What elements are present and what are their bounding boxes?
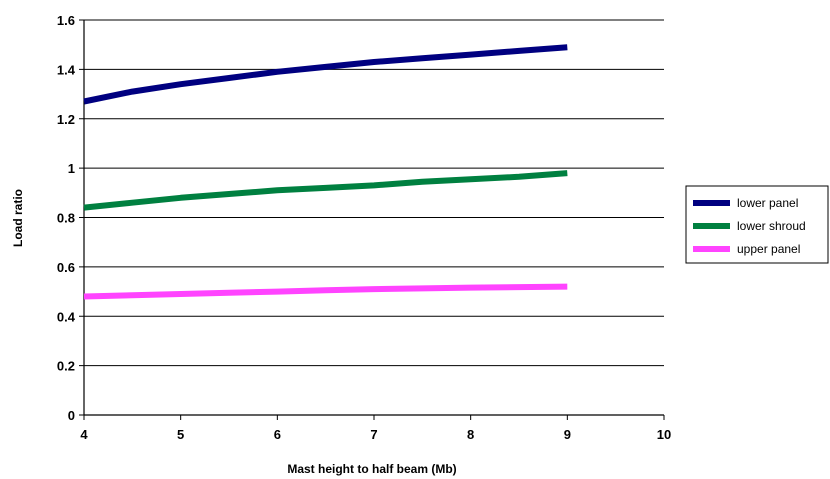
x-tick-label: 10: [657, 427, 671, 442]
x-tick-label: 8: [467, 427, 474, 442]
x-tick-label: 4: [80, 427, 88, 442]
grid-lines: [84, 19, 664, 367]
x-axis-label: Mast height to half beam (Mb): [287, 462, 456, 476]
series-line-lower-panel: [83, 44, 568, 105]
axes: [79, 19, 665, 420]
series-lines: [83, 44, 568, 300]
y-tick-label: 1.2: [57, 112, 75, 127]
y-tick-label: 0.6: [57, 260, 75, 275]
x-tick-label: 7: [370, 427, 377, 442]
y-tick-label: 0.8: [57, 211, 75, 226]
y-tick-label: 0: [68, 408, 75, 423]
y-tick-label: 1.6: [57, 13, 75, 28]
legend-label: upper panel: [737, 242, 800, 256]
series-line-upper-panel: [83, 283, 568, 300]
y-tick-label: 0.4: [57, 309, 76, 324]
legend-label: lower shroud: [737, 219, 806, 233]
legend: lower panel lower shroud upper panel: [685, 185, 829, 264]
y-tick-label: 1: [68, 161, 75, 176]
x-tick-labels: 4 5 6 7 8 9 10: [80, 427, 671, 442]
legend-label: lower panel: [737, 196, 798, 210]
y-tick-label: 0.2: [57, 359, 75, 374]
x-tick-label: 5: [177, 427, 184, 442]
x-tick-label: 9: [564, 427, 571, 442]
y-tick-label: 1.4: [57, 62, 76, 77]
y-tick-labels: 0 0.2 0.4 0.6 0.8 1 1.2 1.4 1.6: [57, 13, 76, 423]
y-axis-label: Load ratio: [11, 189, 25, 247]
x-tick-label: 6: [274, 427, 281, 442]
series-line-lower-shroud: [83, 170, 568, 211]
